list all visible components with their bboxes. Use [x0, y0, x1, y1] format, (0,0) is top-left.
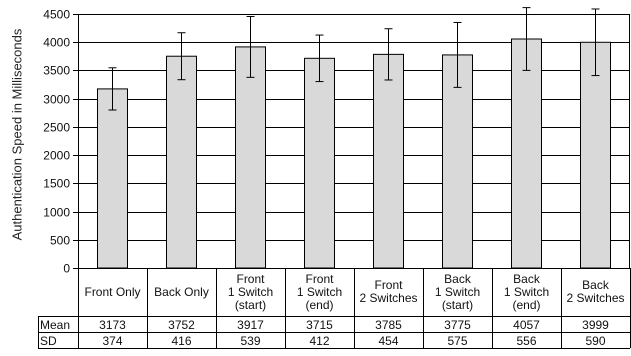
- table-cell: 3752: [168, 318, 195, 332]
- y-tick-label: 3000: [43, 93, 70, 107]
- bar-5: [373, 53, 404, 269]
- bar-3: [235, 46, 266, 269]
- table-row-label: Mean: [40, 318, 71, 332]
- table-cell: 412: [309, 334, 330, 348]
- table-row-label: SD: [40, 334, 57, 348]
- x-category-label: Back 1 Switch (end): [503, 271, 550, 312]
- y-tick-label: 4000: [43, 36, 70, 50]
- x-category-label: Back 1 Switch (start): [434, 271, 481, 312]
- bar-4: [304, 57, 335, 269]
- table-cell: 4057: [513, 318, 540, 332]
- table-cell: 374: [102, 334, 123, 348]
- y-tick-label: 4500: [43, 8, 70, 22]
- table-cell: 3917: [237, 318, 264, 332]
- table-cell: 590: [585, 334, 606, 348]
- table-cell: 3173: [99, 318, 126, 332]
- table-cell: 3715: [306, 318, 333, 332]
- table-cell: 3785: [375, 318, 402, 332]
- y-tick-label: 2500: [43, 121, 70, 135]
- x-category-label: Front Only: [84, 284, 141, 299]
- table-cell: 416: [171, 334, 192, 348]
- table-cell: 454: [378, 334, 399, 348]
- table-cell: 3775: [444, 318, 471, 332]
- table-cell: 539: [240, 334, 261, 348]
- x-category-label: Front 1 Switch (end): [296, 271, 343, 312]
- bar-6: [442, 54, 473, 269]
- table-cell: 3999: [582, 318, 609, 332]
- bar-7: [511, 38, 542, 269]
- y-tick-label: 500: [50, 234, 70, 248]
- table-cell: 556: [516, 334, 537, 348]
- y-tick-label: 3500: [43, 64, 70, 78]
- bar-2: [166, 55, 197, 269]
- bar-1: [97, 88, 128, 269]
- x-category-label: Front 2 Switches: [359, 278, 418, 305]
- bar-8: [580, 41, 611, 269]
- x-category-label: Back 2 Switches: [566, 278, 625, 305]
- table-cell: 575: [447, 334, 468, 348]
- y-tick-label: 1000: [43, 206, 70, 220]
- x-category-label: Back Only: [154, 284, 209, 299]
- y-tick-label: 1500: [43, 177, 70, 191]
- y-tick-label: 2000: [43, 149, 70, 163]
- x-category-label: Front 1 Switch (start): [227, 271, 274, 312]
- y-tick-label: 0: [63, 262, 70, 276]
